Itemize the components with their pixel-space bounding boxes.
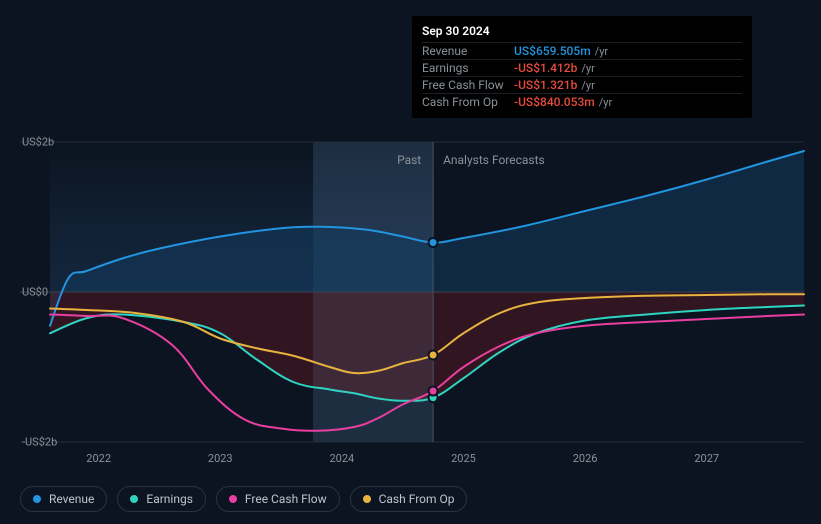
y-axis-label: -US$2b <box>0 436 57 449</box>
legend-label: Free Cash Flow <box>245 492 327 506</box>
x-axis-label: 2025 <box>451 452 476 465</box>
legend-label: Cash From Op <box>379 492 455 506</box>
past-region-label: Past <box>397 153 421 167</box>
tooltip-metric-suffix: /yr <box>581 79 594 92</box>
tooltip-metric-value: US$659.505m <box>514 44 591 58</box>
y-axis-label: US$2b <box>0 136 54 149</box>
tooltip-metric-label: Free Cash Flow <box>422 78 514 92</box>
tooltip-date: Sep 30 2024 <box>422 24 742 38</box>
financials-chart: US$2b US$0 -US$2b 2022 2023 2024 2025 2026 2027… <box>0 0 821 524</box>
tooltip-row: Cash From Op-US$840.053m/yr <box>422 93 742 110</box>
tooltip-metric-label: Earnings <box>422 61 514 75</box>
forecast-region-label: Analysts Forecasts <box>443 153 545 167</box>
x-axis-label: 2026 <box>573 452 598 465</box>
legend-item-cfo[interactable]: Cash From Op <box>350 486 468 512</box>
tooltip-metric-value: -US$840.053m <box>514 95 595 109</box>
tooltip-metric-suffix: /yr <box>595 45 608 58</box>
legend-label: Revenue <box>49 492 94 506</box>
tooltip-metric-value: -US$1.412b <box>514 61 577 75</box>
tooltip-metric-value: -US$1.321b <box>514 78 577 92</box>
chart-tooltip: Sep 30 2024 RevenueUS$659.505m/yrEarning… <box>412 16 752 118</box>
x-axis-label: 2024 <box>329 452 354 465</box>
legend-dot-icon <box>33 495 41 503</box>
tooltip-row: Earnings-US$1.412b/yr <box>422 59 742 76</box>
tooltip-metric-label: Cash From Op <box>422 95 514 109</box>
y-axis-label: US$0 <box>0 286 48 299</box>
legend-dot-icon <box>130 495 138 503</box>
tooltip-row: Free Cash Flow-US$1.321b/yr <box>422 76 742 93</box>
tooltip-metric-label: Revenue <box>422 44 514 58</box>
x-axis-label: 2022 <box>86 452 111 465</box>
chart-legend: Revenue Earnings Free Cash Flow Cash From O… <box>20 486 467 512</box>
legend-item-revenue[interactable]: Revenue <box>20 486 107 512</box>
legend-item-earnings[interactable]: Earnings <box>117 486 206 512</box>
legend-label: Earnings <box>146 492 193 506</box>
tooltip-metric-suffix: /yr <box>599 96 612 109</box>
x-axis-label: 2027 <box>694 452 719 465</box>
legend-item-fcf[interactable]: Free Cash Flow <box>216 486 340 512</box>
legend-dot-icon <box>229 495 237 503</box>
x-axis-label: 2023 <box>208 452 233 465</box>
legend-dot-icon <box>363 495 371 503</box>
tooltip-row: RevenueUS$659.505m/yr <box>422 42 742 59</box>
tooltip-metric-suffix: /yr <box>581 62 594 75</box>
